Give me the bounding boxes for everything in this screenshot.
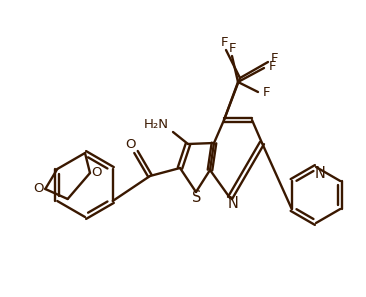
- Text: F: F: [228, 42, 236, 56]
- Text: F: F: [220, 37, 228, 50]
- Text: O: O: [92, 167, 102, 179]
- Text: F: F: [268, 59, 276, 72]
- Text: N: N: [228, 195, 238, 211]
- Text: F: F: [262, 86, 270, 99]
- Text: F: F: [271, 51, 279, 64]
- Text: S: S: [192, 189, 202, 205]
- Text: O: O: [126, 138, 136, 151]
- Text: N: N: [314, 167, 325, 181]
- Text: O: O: [33, 182, 44, 195]
- Text: H₂N: H₂N: [143, 118, 168, 130]
